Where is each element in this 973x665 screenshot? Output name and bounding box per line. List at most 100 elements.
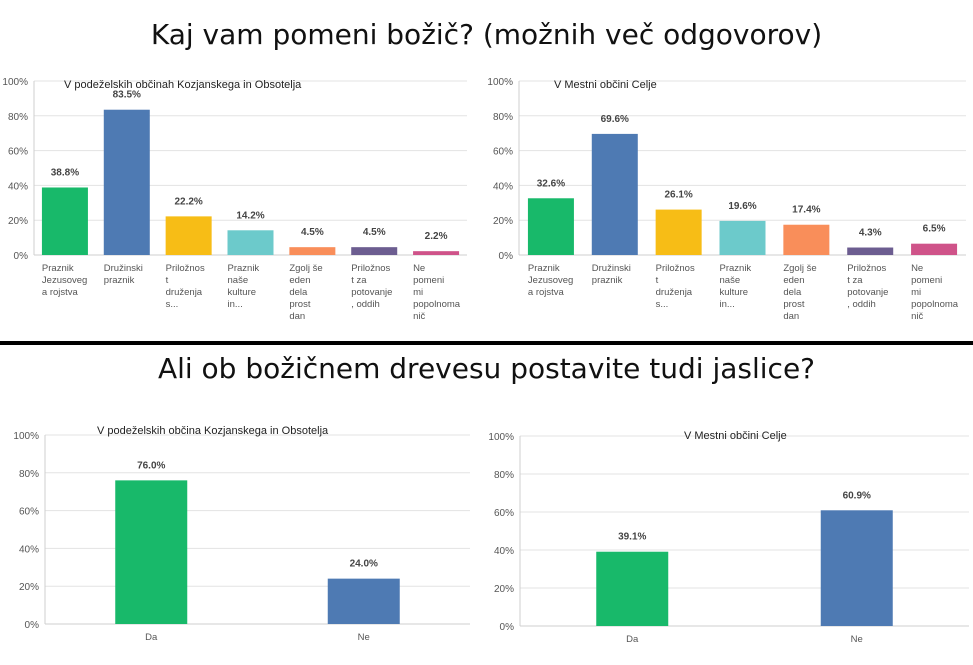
- y-tick-label: 0%: [25, 620, 40, 631]
- category-label: nič: [413, 311, 425, 322]
- y-tick-label: 80%: [19, 469, 39, 480]
- data-label: 22.2%: [174, 196, 202, 207]
- category-label: druženja: [656, 287, 693, 298]
- bar: [327, 578, 400, 624]
- category-label: kulture: [228, 287, 257, 298]
- category-label: Jezusoveg: [42, 275, 87, 286]
- section-title-bottom: Ali ob božičnem drevesu postavite tudi j…: [157, 352, 816, 385]
- bar: [103, 109, 150, 256]
- category-label: eden: [783, 275, 804, 286]
- category-label: naše: [720, 275, 741, 286]
- bar: [115, 480, 188, 624]
- data-label: 76.0%: [137, 460, 165, 471]
- y-tick-label: 40%: [494, 546, 514, 557]
- category-label: nič: [911, 311, 923, 322]
- category-label: eden: [289, 275, 310, 286]
- bar: [527, 198, 574, 255]
- y-tick-label: 80%: [494, 470, 514, 481]
- y-tick-label: 60%: [19, 507, 39, 518]
- category-label: , oddih: [847, 299, 876, 310]
- category-label: dela: [783, 287, 802, 298]
- data-label: 6.5%: [923, 224, 946, 235]
- bar: [413, 251, 460, 255]
- category-label: s...: [656, 299, 669, 310]
- category-label: prost: [289, 299, 310, 310]
- y-tick-label: 60%: [8, 147, 28, 158]
- category-label: t za: [847, 275, 863, 286]
- bar: [227, 230, 274, 255]
- data-label: 83.5%: [113, 90, 141, 101]
- category-label: in...: [720, 299, 735, 310]
- category-label: s...: [166, 299, 179, 310]
- category-label: popolnoma: [413, 299, 461, 310]
- category-label: prost: [783, 299, 804, 310]
- category-label: t za: [351, 275, 367, 286]
- category-label: praznik: [104, 275, 135, 286]
- category-label: Ne: [911, 263, 923, 274]
- data-label: 4.3%: [859, 228, 882, 239]
- chart-celje-nativity-scene: 0% 20% 40% 60% 80% 100% V Mestni občini Celje 3…: [488, 430, 969, 645]
- y-tick-label: 40%: [8, 181, 28, 192]
- category-label: Da: [145, 632, 158, 643]
- category-label: dan: [783, 311, 799, 322]
- category-label: Priložnos: [351, 263, 390, 274]
- y-tick-label: 60%: [493, 147, 513, 158]
- category-label: t: [656, 275, 659, 286]
- chart-title: V podeželskih občinah Kozjanskega in Obs…: [64, 79, 302, 91]
- category-label: dan: [289, 311, 305, 322]
- category-label: druženja: [166, 287, 203, 298]
- category-label: Ne: [413, 263, 425, 274]
- bar: [351, 247, 398, 255]
- category-label: dela: [289, 287, 308, 298]
- data-label: 38.8%: [51, 167, 79, 178]
- category-label: Jezusoveg: [528, 275, 573, 286]
- bar: [591, 133, 638, 255]
- bar: [289, 247, 336, 255]
- y-tick-label: 20%: [493, 216, 513, 227]
- category-label: Priložnos: [656, 263, 695, 274]
- bar: [165, 216, 212, 255]
- category-label: Ne: [358, 632, 370, 643]
- y-tick-label: 80%: [8, 112, 28, 123]
- y-tick-label: 100%: [13, 431, 39, 442]
- data-label: 69.6%: [601, 114, 629, 125]
- category-label: popolnoma: [911, 299, 959, 310]
- data-label: 39.1%: [618, 532, 646, 543]
- y-tick-label: 20%: [8, 216, 28, 227]
- bar: [596, 551, 669, 626]
- data-label: 4.5%: [363, 227, 386, 238]
- data-label: 26.1%: [664, 190, 692, 201]
- category-label: a rojstva: [42, 287, 79, 298]
- y-tick-label: 0%: [499, 251, 514, 262]
- category-label: potovanje: [847, 287, 888, 298]
- category-label: Da: [626, 634, 639, 645]
- category-label: in...: [228, 299, 243, 310]
- chart-celje-christmas-meaning: 0% 20% 40% 60% 80% 100% V Mestni občini Celje 3…: [487, 77, 966, 322]
- category-label: Ne: [851, 634, 863, 645]
- y-tick-label: 80%: [493, 112, 513, 123]
- category-label: praznik: [592, 275, 623, 286]
- bar: [783, 224, 830, 255]
- bar: [911, 243, 958, 255]
- chart-rural-nativity-scene: 0% 20% 40% 60% 80% 100% V podeželskih občina K…: [13, 425, 470, 643]
- category-label: mi: [413, 287, 423, 298]
- bar: [41, 187, 88, 255]
- data-label: 2.2%: [425, 231, 448, 242]
- chart-title: V Mestni občini Celje: [684, 430, 787, 442]
- category-label: kulture: [720, 287, 749, 298]
- section-divider: [0, 341, 973, 345]
- category-label: Praznik: [42, 263, 74, 274]
- category-label: t: [166, 275, 169, 286]
- category-label: Praznik: [528, 263, 560, 274]
- category-label: Družinski: [104, 263, 143, 274]
- chart-title: V podeželskih občina Kozjanskega in Obso…: [97, 425, 329, 437]
- y-tick-label: 0%: [14, 251, 29, 262]
- y-tick-label: 60%: [494, 508, 514, 519]
- data-label: 17.4%: [792, 205, 820, 216]
- data-label: 4.5%: [301, 227, 324, 238]
- category-label: a rojstva: [528, 287, 565, 298]
- bar: [719, 220, 766, 255]
- chart-rural-christmas-meaning: 0% 20% 40% 60% 80% 100% V podeželskih občinah …: [2, 77, 467, 322]
- y-tick-label: 0%: [500, 622, 515, 633]
- data-label: 19.6%: [728, 201, 756, 212]
